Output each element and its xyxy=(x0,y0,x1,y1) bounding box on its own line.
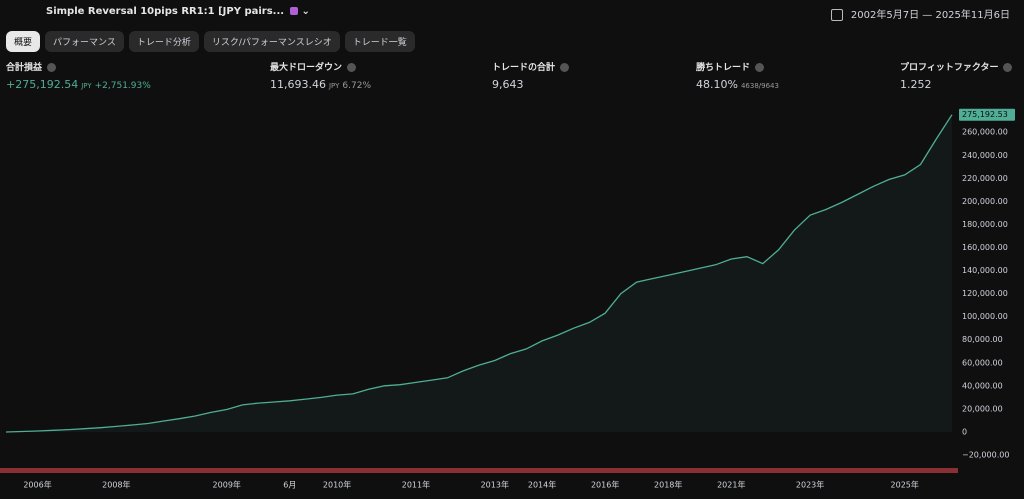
calendar-icon[interactable] xyxy=(830,9,843,21)
date-range-text[interactable]: 2002年5月7日 — 2025年11月6日 xyxy=(850,10,1010,21)
x-tick-label: 2018年 xyxy=(654,480,682,490)
stat-extra: 6.72% xyxy=(342,81,371,91)
y-tick-label: 220,000.00 xyxy=(962,174,1008,183)
y-tick-label: 260,000.00 xyxy=(962,128,1008,137)
stat-value: 9,643 xyxy=(492,78,569,91)
x-tick-label: 2025年 xyxy=(891,480,919,490)
x-tick-label: 2023年 xyxy=(796,480,824,490)
stat-label: 勝ちトレード xyxy=(696,60,779,73)
info-icon[interactable] xyxy=(1003,63,1013,72)
stat-label: プロフィットファクター xyxy=(900,60,1013,73)
stat-value-text: 48.10% xyxy=(696,78,738,91)
stat-value: 1.252 xyxy=(900,78,1012,91)
x-tick-label: 2013年 xyxy=(481,480,509,490)
strategy-name[interactable]: Simple Reversal 10pips RR1:1 [JPY pairs.… xyxy=(46,6,310,17)
tab-bar: 概要 パフォーマンス トレード分析 リスク/パフォーマンスレシオ トレード一覧 xyxy=(6,31,415,52)
y-tick-label: 160,000.00 xyxy=(962,243,1008,252)
last-value-box xyxy=(959,108,1015,121)
y-tick-label: 200,000.00 xyxy=(962,197,1008,206)
x-tick-label: 2016年 xyxy=(591,480,619,490)
y-tick-label: 40,000.00 xyxy=(962,381,1003,390)
y-tick-label: 140,000.00 xyxy=(962,266,1008,275)
x-tick-label: 2010年 xyxy=(323,480,351,490)
x-tick-label: 6月 xyxy=(283,481,296,490)
stat: トレードの合計 9,643 xyxy=(492,60,570,91)
stat-label-text: プロフィットファクター xyxy=(900,63,999,73)
tab[interactable]: リスク/パフォーマンスレシオ xyxy=(203,31,340,52)
strategy-icon[interactable] xyxy=(290,7,299,15)
y-tick-label: 20,000.00 xyxy=(962,404,1003,413)
equity-line xyxy=(5,114,953,433)
stat-extra: +2,751.93% xyxy=(94,81,151,91)
stat-value-text: 11,693.46 xyxy=(270,78,326,91)
x-tick-label: 2021年 xyxy=(717,480,745,490)
stat: 合計損益 +275,192.54 JPY +2,751.93% xyxy=(6,60,151,91)
tab[interactable]: トレード一覧 xyxy=(344,31,415,52)
y-tick-label: 100,000.00 xyxy=(962,312,1008,321)
date-range[interactable]: 2002年5月7日 — 2025年11月6日 xyxy=(830,6,1010,21)
info-icon[interactable] xyxy=(755,63,765,72)
x-tick-label: 2008年 xyxy=(102,480,130,490)
stat-value: +275,192.54 JPY +2,751.93% xyxy=(6,78,151,91)
stat-unit: JPY xyxy=(81,82,92,90)
y-tick-label: 120,000.00 xyxy=(962,289,1008,298)
equity-area xyxy=(6,114,952,432)
y-tick-label: 240,000.00 xyxy=(962,151,1008,160)
stat-label-text: 合計損益 xyxy=(6,63,43,73)
stat-label-text: トレードの合計 xyxy=(492,63,556,73)
y-tick-label: 0 xyxy=(962,427,967,436)
stat-extra: 4638/9643 xyxy=(740,82,779,90)
y-tick-label: 60,000.00 xyxy=(962,358,1003,367)
stat-value-text: +275,192.54 xyxy=(6,78,79,91)
stat-label-text: 最大ドローダウン xyxy=(270,63,343,73)
stat-label: 合計損益 xyxy=(6,60,151,73)
stat: プロフィットファクター 1.252 xyxy=(900,60,1013,91)
info-icon[interactable] xyxy=(47,63,57,72)
stat-label-text: 勝ちトレード xyxy=(696,63,751,73)
tab[interactable]: トレード分析 xyxy=(128,31,199,52)
stat: 最大ドローダウン 11,693.46 JPY 6.72% xyxy=(270,60,371,91)
trade-markers xyxy=(0,468,958,473)
info-icon[interactable] xyxy=(560,63,570,72)
stat-value-text: 1.252 xyxy=(900,78,932,91)
stat-label: 最大ドローダウン xyxy=(270,60,371,73)
top-bar: Simple Reversal 10pips RR1:1 [JPY pairs.… xyxy=(0,0,1024,28)
y-tick-label: 180,000.00 xyxy=(962,220,1008,229)
info-icon[interactable] xyxy=(347,63,357,72)
x-tick-label: 2006年 xyxy=(23,480,51,490)
x-tick-label: 2011年 xyxy=(402,480,430,490)
stat-value: 48.10% 4638/9643 xyxy=(696,78,779,91)
stat-value: 11,693.46 JPY 6.72% xyxy=(270,78,371,91)
tab[interactable]: 概要 xyxy=(6,31,41,52)
x-tick-label: 2014年 xyxy=(528,480,556,490)
stat-label: トレードの合計 xyxy=(492,60,570,73)
stat-value-text: 9,643 xyxy=(492,78,524,91)
stat-unit: JPY xyxy=(328,82,340,90)
x-tick-label: 2009年 xyxy=(213,480,241,490)
y-tick-label: −20,000.00 xyxy=(962,451,1009,460)
stat: 勝ちトレード 48.10% 4638/9643 xyxy=(696,60,779,91)
last-value-label: 275,192.53 xyxy=(962,110,1008,119)
strategy-title[interactable]: Simple Reversal 10pips RR1:1 [JPY pairs.… xyxy=(46,6,285,17)
tab[interactable]: パフォーマンス xyxy=(45,31,124,52)
y-tick-label: 80,000.00 xyxy=(962,335,1003,344)
